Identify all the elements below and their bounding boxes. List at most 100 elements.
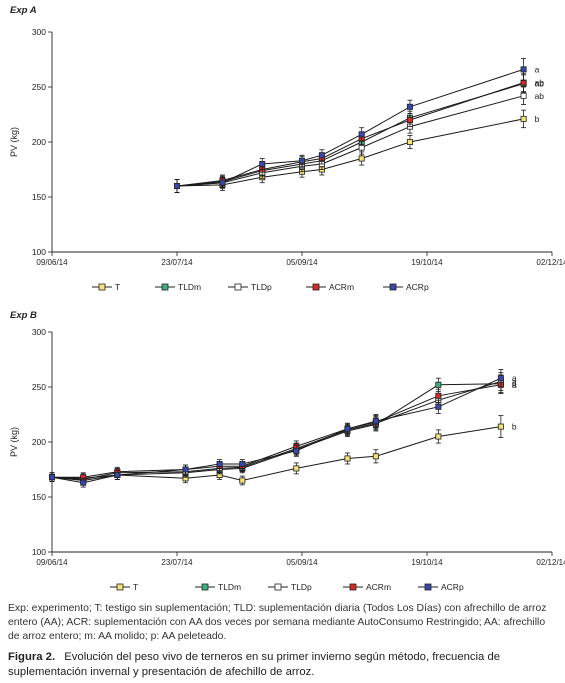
legend-marker: [116, 583, 124, 591]
data-point: [358, 131, 365, 138]
figure-number: Figura 2.: [8, 651, 56, 663]
data-point: [344, 425, 351, 432]
significance-label: a: [512, 380, 517, 390]
y-axis-label: PV (kg): [9, 427, 19, 457]
legend-marker: [161, 283, 169, 291]
data-point: [49, 474, 56, 481]
data-point: [293, 465, 300, 472]
figure-title: Figura 2. Evolución del peso vivo de ter…: [8, 650, 557, 680]
data-point: [435, 392, 442, 399]
legend-marker: [234, 283, 242, 291]
data-point: [520, 66, 527, 73]
y-tick-label: 100: [32, 247, 46, 257]
y-tick-label: 300: [32, 327, 46, 337]
data-point: [239, 477, 246, 484]
significance-label: a: [512, 373, 517, 383]
x-tick-label: 05/09/14: [286, 558, 318, 567]
legend-marker: [312, 283, 320, 291]
y-tick-label: 100: [32, 547, 46, 557]
data-point: [239, 460, 246, 467]
series-line: [176, 118, 524, 187]
data-point: [259, 160, 266, 167]
legend-label: TLDp: [251, 282, 272, 292]
data-point: [173, 182, 180, 189]
chart-title: Exp A: [10, 5, 37, 16]
data-point: [216, 460, 223, 467]
x-tick-label: 19/10/14: [411, 258, 443, 267]
legend-label: TLDm: [178, 282, 201, 292]
data-point: [318, 152, 325, 159]
x-tick-label: 23/07/14: [161, 258, 193, 267]
legend-label: ACRm: [329, 282, 354, 292]
series-acrp: a: [49, 368, 517, 488]
figure-description: Evolución del peso vivo de terneros en s…: [8, 651, 501, 678]
data-point: [219, 179, 226, 186]
significance-label: b: [535, 114, 540, 124]
legend-label: ACRm: [366, 582, 391, 592]
data-point: [497, 375, 504, 382]
series-line: [51, 381, 502, 480]
data-point: [406, 117, 413, 124]
x-tick-label: 09/06/14: [36, 258, 68, 267]
y-tick-label: 150: [32, 192, 46, 202]
x-tick-label: 02/12/14: [536, 558, 565, 567]
series-line: [176, 82, 524, 187]
y-tick-label: 200: [32, 137, 46, 147]
significance-label: ab: [535, 79, 545, 89]
legend-label: ACRp: [406, 282, 429, 292]
data-point: [435, 433, 442, 440]
series-line: [176, 68, 524, 187]
data-point: [293, 447, 300, 454]
series-line: [176, 83, 524, 187]
significance-label: a: [512, 379, 517, 389]
legend-marker: [274, 583, 282, 591]
y-tick-label: 300: [32, 27, 46, 37]
figure-charts: Exp A 100 150 200 250 300 PV (kg) 09/06/14 23/07…: [9, 5, 565, 592]
data-point: [80, 479, 87, 486]
series-line: [52, 384, 501, 478]
data-point: [344, 455, 351, 462]
legend-label: TLDm: [218, 582, 241, 592]
data-point: [358, 155, 365, 162]
series-acrm: a: [49, 375, 517, 483]
significance-label: a: [512, 377, 517, 387]
data-point: [520, 115, 527, 122]
data-point: [520, 92, 527, 99]
y-tick-label: 250: [32, 382, 46, 392]
chart-panel-exp-a: Exp A 100 150 200 250 300 PV (kg) 09/06/14 23/07…: [9, 5, 565, 292]
y-axis-label: PV (kg): [9, 127, 19, 157]
significance-label: ab: [535, 78, 545, 88]
legend-label: T: [133, 582, 138, 592]
figure-caption: Exp: experimento; T: testigo sin supleme…: [8, 603, 547, 642]
series-acrp: a: [173, 58, 540, 194]
legend-marker: [424, 583, 432, 591]
data-point: [114, 471, 121, 478]
x-tick-label: 02/12/14: [536, 258, 565, 267]
data-point: [435, 403, 442, 410]
chart-panel-exp-b: Exp B 100 150 200 250 300 PV (kg) 09/06/14 23/07…: [9, 310, 565, 592]
x-tick-label: 19/10/14: [411, 558, 443, 567]
data-point: [372, 453, 379, 460]
y-tick-label: 150: [32, 492, 46, 502]
data-point: [435, 381, 442, 388]
legend-label: ACRp: [441, 582, 464, 592]
y-tick-label: 250: [32, 82, 46, 92]
data-point: [406, 138, 413, 145]
x-tick-label: 05/09/14: [286, 258, 318, 267]
significance-label: ab: [535, 91, 545, 101]
legend: T TLDm TLDp ACRm ACRp: [110, 582, 464, 592]
legend-marker: [98, 283, 106, 291]
x-tick-label: 23/07/14: [161, 558, 193, 567]
legend-marker: [389, 283, 397, 291]
legend-marker: [201, 583, 209, 591]
series-line: [176, 95, 524, 187]
data-point: [372, 418, 379, 425]
legend: T TLDm TLDp ACRm ACRp: [92, 282, 429, 292]
data-point: [298, 157, 305, 164]
legend-marker: [349, 583, 357, 591]
data-point: [406, 103, 413, 110]
significance-label: a: [535, 64, 540, 74]
x-tick-label: 09/06/14: [36, 558, 68, 567]
legend-label: T: [115, 282, 120, 292]
data-point: [182, 466, 189, 473]
